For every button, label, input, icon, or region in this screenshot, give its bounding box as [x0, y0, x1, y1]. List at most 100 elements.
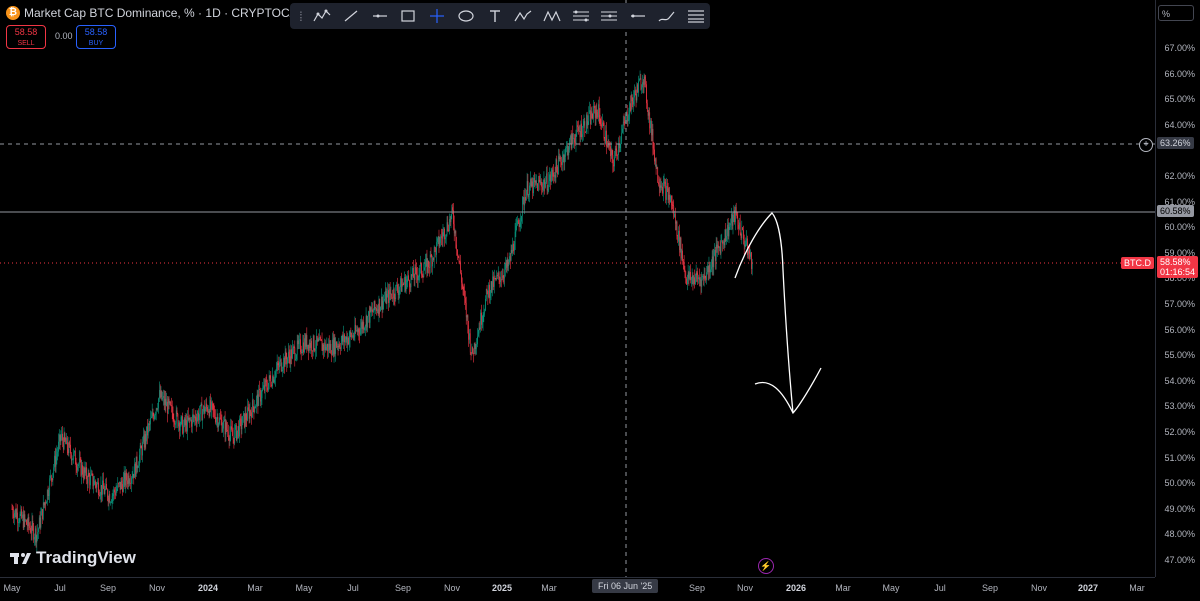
candle-body — [28, 517, 30, 527]
candle-body — [45, 502, 47, 504]
candle-body — [634, 90, 636, 94]
fib-icon[interactable] — [566, 3, 595, 29]
candle-body — [710, 269, 711, 273]
price-chart[interactable] — [0, 0, 1155, 577]
candle-body — [472, 347, 474, 353]
horizontal-line-icon[interactable] — [624, 3, 653, 29]
candle-body — [622, 128, 623, 133]
candle-body — [317, 339, 319, 342]
candle-body — [80, 458, 82, 476]
candle-body — [328, 343, 329, 352]
candle-body — [144, 433, 146, 448]
candle-body — [49, 478, 51, 495]
candle-body — [278, 365, 280, 368]
candle-body — [620, 141, 622, 144]
candle-body — [606, 146, 608, 148]
candle-body — [656, 167, 658, 169]
candle-body — [517, 220, 519, 224]
lightning-icon[interactable]: ⚡ — [758, 558, 774, 574]
candle-body — [465, 297, 466, 303]
drawn-forecast-hook[interactable] — [754, 367, 822, 415]
candle-body — [352, 335, 353, 338]
candle-body — [440, 236, 441, 243]
candle-body — [321, 340, 323, 351]
candle-body — [474, 343, 476, 350]
pattern-icon[interactable] — [538, 3, 567, 29]
candle-body — [415, 267, 417, 268]
candle-body — [607, 143, 609, 147]
projection-icon[interactable] — [595, 3, 624, 29]
candle-body — [625, 115, 627, 123]
candle-body — [219, 417, 220, 424]
symbol-title[interactable]: ₿ Market Cap BTC Dominance, % · 1D · CRY… — [6, 6, 306, 20]
candle-body — [662, 182, 664, 194]
candle-body — [598, 104, 600, 116]
candle-body — [201, 403, 203, 421]
candle-body — [202, 411, 204, 421]
candle-body — [731, 213, 732, 224]
drag-handle-icon[interactable]: ⁞ — [299, 8, 303, 24]
sell-button[interactable]: 58.58 SELL — [6, 25, 46, 49]
candle-body — [216, 417, 218, 419]
candle-body — [173, 420, 175, 422]
candle-body — [46, 490, 48, 502]
path-icon[interactable] — [509, 3, 538, 29]
candle-body — [113, 489, 115, 495]
candle-body — [203, 405, 205, 414]
y-tick-label: 59.00% — [1164, 247, 1195, 258]
sell-price: 58.58 — [14, 27, 38, 37]
candle-body — [240, 418, 241, 420]
candle-body — [159, 390, 160, 399]
x-tick-label: Nov — [1030, 583, 1048, 593]
candle-body — [708, 264, 710, 273]
drawn-forecast-arrow[interactable] — [734, 212, 794, 414]
ellipse-icon[interactable] — [451, 3, 480, 29]
candle-body — [574, 142, 576, 144]
x-tick-label: Jul — [347, 583, 359, 593]
candle-body — [523, 197, 525, 206]
candle-body — [143, 435, 144, 442]
candle-body — [679, 237, 681, 250]
candle-body — [514, 231, 516, 250]
candle-body — [738, 224, 739, 229]
trend-lines-icon[interactable] — [308, 3, 337, 29]
candle-body — [390, 293, 392, 295]
horizontal-ray-icon[interactable] — [365, 3, 394, 29]
candle-body — [683, 260, 684, 264]
candle-body — [719, 246, 721, 254]
text-icon[interactable] — [480, 3, 509, 29]
price-axis[interactable]: 67.00% 66.00% 65.00% 64.00% 62.00% 61.00% 60.0… — [1155, 0, 1200, 577]
candle-body — [391, 293, 393, 298]
candle-body — [140, 445, 142, 449]
time-axis[interactable]: May Jul Sep Nov 2024 Mar May Jul Sep Nov 2025 Mar Ju… — [0, 577, 1155, 601]
candle-body — [14, 512, 15, 519]
menu-icon[interactable] — [681, 3, 710, 29]
candle-body — [169, 401, 171, 404]
candle-body — [444, 228, 445, 240]
candle-body — [165, 398, 167, 407]
candle-body — [493, 277, 495, 287]
candle-body — [375, 308, 377, 309]
add-alert-plus-icon[interactable]: + — [1139, 138, 1153, 152]
brush-icon[interactable] — [652, 3, 681, 29]
candle-body — [506, 259, 508, 268]
candle-body — [26, 524, 28, 527]
candle-body — [138, 465, 139, 468]
crosshair-icon[interactable] — [423, 3, 452, 29]
candle-body — [135, 463, 136, 477]
candle-body — [38, 528, 39, 532]
candle-body — [237, 426, 239, 431]
candle-body — [511, 249, 513, 253]
candle-body — [319, 336, 321, 341]
buy-button[interactable]: 58.58 BUY — [76, 25, 116, 49]
percent-scale-button[interactable]: % — [1158, 5, 1194, 21]
rectangle-icon[interactable] — [394, 3, 423, 29]
y-tick-label: 55.00% — [1164, 350, 1195, 361]
candle-body — [47, 490, 49, 497]
candle-body — [425, 259, 426, 268]
line-icon[interactable] — [337, 3, 366, 29]
candle-body — [191, 415, 193, 427]
candle-body — [65, 440, 67, 445]
x-tick-label: Mar — [1129, 583, 1145, 593]
candle-body — [123, 473, 125, 479]
